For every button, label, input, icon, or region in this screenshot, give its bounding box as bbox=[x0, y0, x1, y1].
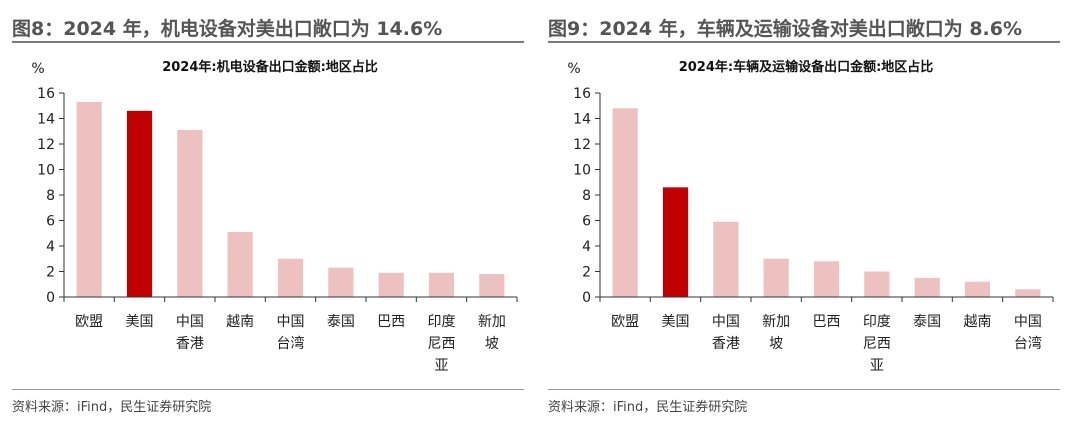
x-tick-label-欧盟: 欧盟 bbox=[75, 314, 103, 330]
x-tick-label-新加坡: 新加坡 bbox=[478, 314, 506, 352]
bar-印度尼西亚 bbox=[864, 271, 890, 297]
y-tick-label: 4 bbox=[582, 239, 591, 255]
y-tick-label: 14 bbox=[573, 112, 591, 128]
y-tick-label: 2 bbox=[46, 265, 55, 281]
source-note: 资料来源：iFind，民生证券研究院 bbox=[548, 400, 748, 415]
x-tick-label-泰国: 泰国 bbox=[913, 314, 941, 330]
x-tick-label-印度尼西亚: 印度尼西亚 bbox=[428, 314, 456, 374]
figure-9-panel: 图9：2024 年，车辆及运输设备对美出口敞口为 8.6% 2024年:车辆及运… bbox=[548, 0, 1060, 432]
bar-chart: 2024年:机电设备出口金额:地区占比% 0 2 4 6 8 10 12 14 16 欧盟 美国 中国香… bbox=[31, 59, 518, 374]
chart-title: 2024年:机电设备出口金额:地区占比 bbox=[162, 59, 378, 75]
bar-中国台湾 bbox=[1015, 289, 1041, 297]
bar-印度尼西亚 bbox=[428, 272, 455, 297]
y-tick-label: 12 bbox=[573, 137, 591, 153]
x-tick-label-泰国: 泰国 bbox=[327, 314, 355, 330]
y-tick-label: 14 bbox=[37, 112, 55, 128]
bar-越南 bbox=[227, 231, 253, 297]
x-tick-label-美国: 美国 bbox=[662, 314, 690, 330]
y-tick-label: 8 bbox=[582, 188, 591, 204]
figure-8-panel: 图8：2024 年，机电设备对美出口敞口为 14.6% 2024年:机电设备出口… bbox=[12, 0, 524, 432]
x-tick-label-欧盟: 欧盟 bbox=[611, 314, 639, 330]
y-tick-label: 2 bbox=[582, 265, 591, 281]
x-tick-label-中国台湾: 中国台湾 bbox=[1014, 314, 1042, 352]
x-tick-label-中国香港: 中国香港 bbox=[712, 314, 740, 352]
y-tick-label: 0 bbox=[582, 290, 591, 306]
bar-中国香港 bbox=[177, 129, 203, 297]
source-note: 资料来源：iFind，民生证券研究院 bbox=[12, 400, 212, 415]
bar-中国香港 bbox=[713, 221, 739, 297]
title-rule bbox=[548, 41, 1060, 43]
y-tick-label: 10 bbox=[37, 163, 55, 179]
x-tick-label-中国台湾: 中国台湾 bbox=[277, 314, 305, 352]
x-tick-label-巴西: 巴西 bbox=[813, 314, 841, 330]
footer-rule bbox=[12, 389, 524, 390]
y-tick-label: 4 bbox=[46, 239, 55, 255]
bar-欧盟 bbox=[76, 101, 102, 297]
y-axis-unit-label: % bbox=[567, 61, 580, 77]
y-tick-label: 6 bbox=[582, 214, 591, 230]
bar-泰国 bbox=[914, 277, 940, 297]
bar-巴西 bbox=[813, 261, 840, 297]
x-tick-label-美国: 美国 bbox=[126, 314, 154, 330]
x-tick-label-越南: 越南 bbox=[226, 314, 254, 330]
y-tick-label: 10 bbox=[573, 163, 591, 179]
bar-美国 bbox=[126, 110, 153, 297]
y-tick-label: 0 bbox=[46, 290, 55, 306]
title-rule bbox=[12, 41, 524, 43]
bar-chart: 2024年:车辆及运输设备出口金额:地区占比% 0 2 4 6 8 10 12 14 16 欧盟 美国… bbox=[567, 59, 1054, 374]
bar-中国台湾 bbox=[277, 258, 304, 297]
y-tick-label: 12 bbox=[37, 137, 55, 153]
y-tick-label: 8 bbox=[46, 188, 55, 204]
bar-新加坡 bbox=[479, 274, 505, 297]
x-tick-label-中国香港: 中国香港 bbox=[176, 314, 204, 352]
y-tick-label: 6 bbox=[46, 214, 55, 230]
figure-title: 图8：2024 年，机电设备对美出口敞口为 14.6% bbox=[12, 18, 443, 40]
chart-title: 2024年:车辆及运输设备出口金额:地区占比 bbox=[679, 59, 934, 75]
figure-title: 图9：2024 年，车辆及运输设备对美出口敞口为 8.6% bbox=[548, 18, 1023, 40]
x-tick-label-印度尼西亚: 印度尼西亚 bbox=[863, 314, 891, 374]
bar-美国 bbox=[662, 187, 689, 297]
x-tick-label-新加坡: 新加坡 bbox=[762, 314, 790, 352]
bar-泰国 bbox=[328, 267, 354, 297]
bar-欧盟 bbox=[612, 108, 638, 297]
bar-巴西 bbox=[378, 272, 404, 297]
y-tick-label: 16 bbox=[573, 86, 591, 102]
x-tick-label-巴西: 巴西 bbox=[377, 314, 405, 330]
bar-越南 bbox=[964, 281, 991, 297]
y-axis-unit-label: % bbox=[31, 61, 44, 77]
footer-rule bbox=[548, 389, 1060, 390]
x-tick-label-越南: 越南 bbox=[964, 314, 992, 330]
y-tick-label: 16 bbox=[37, 86, 55, 102]
bar-新加坡 bbox=[763, 258, 789, 297]
